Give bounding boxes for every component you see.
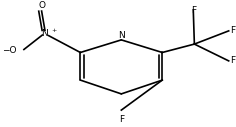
Text: N: N xyxy=(118,30,125,39)
Text: +: + xyxy=(51,28,56,33)
Text: F: F xyxy=(119,115,124,124)
Text: −O: −O xyxy=(2,46,16,55)
Text: N: N xyxy=(42,29,48,38)
Text: F: F xyxy=(230,26,235,35)
Text: O: O xyxy=(38,2,45,10)
Text: F: F xyxy=(191,6,196,15)
Text: F: F xyxy=(230,56,235,65)
